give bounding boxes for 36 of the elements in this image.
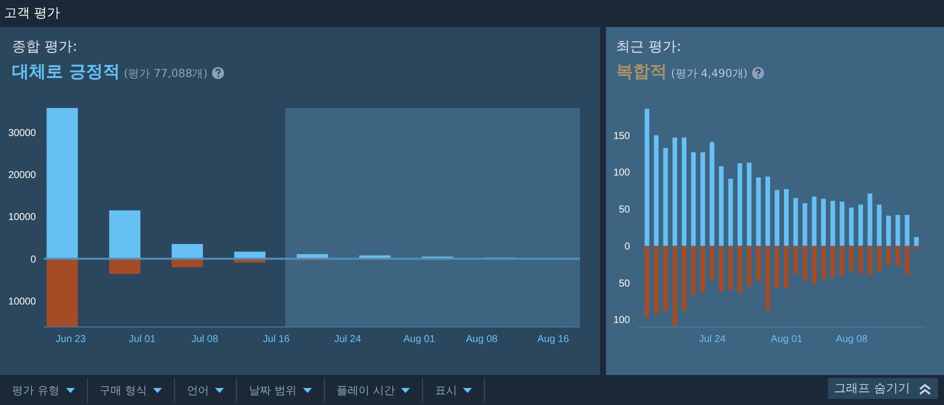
text: 평가 유형 bbox=[0, 378, 88, 403]
y-tick-label: 100 bbox=[613, 315, 630, 326]
x-tick-label: Jul 16 bbox=[262, 334, 290, 346]
chart-subtitle: 대체로 긍정적 bbox=[12, 62, 120, 82]
y-tick-label: 10000 bbox=[8, 212, 36, 224]
y-tick-label: 0 bbox=[30, 254, 36, 266]
text: 고객 평가 bbox=[4, 5, 60, 22]
x-tick-label: Aug 01 bbox=[403, 334, 436, 346]
x-tick-label: Jun 23 bbox=[56, 334, 86, 346]
x-tick-label: Jul 24 bbox=[698, 334, 726, 346]
y-tick-label: 30000 bbox=[8, 128, 36, 139]
chart-title: 종합 평가: bbox=[12, 38, 78, 56]
text: 구매 형식 bbox=[88, 378, 175, 403]
chart-subtitle: 복합적 bbox=[616, 62, 667, 82]
chart-title: 최근 평가: bbox=[616, 38, 682, 56]
y-tick-label: 0 bbox=[624, 241, 630, 252]
text: 플레이 시간 bbox=[324, 378, 423, 403]
x-tick-label: Jul 08 bbox=[191, 334, 219, 346]
y-tick-label: 100 bbox=[613, 168, 630, 179]
y-tick-label: 10000 bbox=[8, 296, 36, 308]
text: 날짜 범위 bbox=[237, 378, 324, 403]
y-tick-label: 20000 bbox=[8, 170, 36, 182]
x-tick-label: Aug 08 bbox=[836, 334, 868, 346]
text: 그래프 숨기기 bbox=[828, 378, 938, 399]
text: 언어 bbox=[175, 378, 237, 403]
y-tick-label: 50 bbox=[618, 204, 630, 216]
x-tick-label: Jul 01 bbox=[128, 334, 156, 346]
y-tick-label: 150 bbox=[613, 130, 630, 142]
text: (평가 77,088개) bbox=[124, 67, 208, 80]
text: 표시 bbox=[423, 378, 485, 403]
x-tick-label: Aug 01 bbox=[770, 334, 803, 346]
y-tick-label: 50 bbox=[618, 278, 630, 290]
x-tick-label: Aug 16 bbox=[537, 334, 570, 346]
text: (평가 4,490개) bbox=[671, 67, 748, 80]
x-tick-label: Jul 24 bbox=[334, 334, 362, 346]
x-tick-label: Aug 08 bbox=[466, 334, 498, 346]
